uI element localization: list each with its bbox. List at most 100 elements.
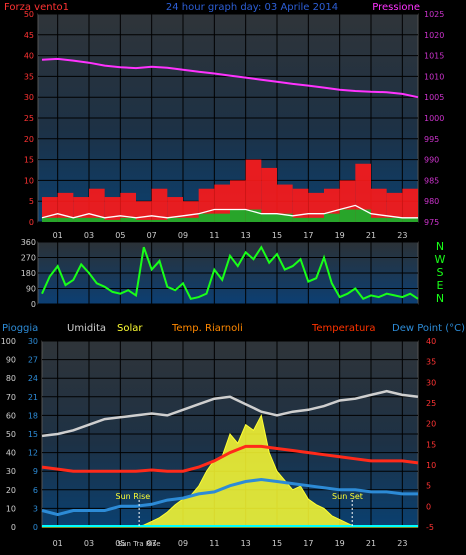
sunrise-label: Sun Rise (116, 492, 151, 501)
gust-bar (371, 217, 387, 222)
gust-bar (230, 209, 246, 222)
panel-temp-hum-grid (42, 340, 418, 528)
suntrarise-label: Sun Tra Rise (118, 540, 161, 548)
wind-x-tick-label: 05 (115, 231, 125, 240)
temperature-tick-label: 40 (426, 337, 436, 346)
rain-tick-label: 30 (28, 337, 38, 346)
wind-x-tick-label: 13 (241, 231, 251, 240)
pressure-line (41, 57, 419, 99)
direction-line (41, 245, 419, 301)
wind-x-tick-label: 15 (272, 231, 282, 240)
temperature-tick-label: 35 (426, 358, 436, 367)
wind-x-tick-label: 09 (178, 231, 188, 240)
wind-bar (104, 197, 121, 222)
gust-bar (73, 217, 89, 222)
wind-avg-line (41, 204, 418, 219)
gust-bar (386, 217, 403, 222)
temp-x-tick-label: 23 (397, 539, 407, 548)
wind-tick-label: 40 (24, 52, 34, 61)
pressure-tick-label: 975 (424, 218, 439, 227)
wind-tick-label: 45 (24, 31, 34, 40)
temperature-label: Temperatura (311, 323, 376, 334)
wind-x-tick-label: 01 (53, 231, 63, 240)
humidity-label: Umidita (67, 323, 106, 334)
gust-bar (214, 213, 230, 222)
rain-tick-label: 12 (28, 449, 38, 458)
rain-tick-label: 3 (33, 504, 38, 513)
wind-x-tick-label: 21 (366, 231, 376, 240)
wind-x-tick-label: 11 (209, 231, 219, 240)
wind-tick-label: 20 (24, 135, 34, 144)
pressure-tick-label: 980 (424, 197, 439, 206)
wind-axis-label: Forza vento1 (4, 2, 69, 13)
temp-x-tick-label: 21 (366, 539, 376, 548)
rain-axis-ticks: 0 3 6 9 12 15 18 21 24 27 30 (28, 337, 38, 532)
humidity-tick-label: 30 (6, 467, 16, 476)
pressure-axis-label: Pressione (372, 2, 420, 13)
wind-x-tick-label: 23 (397, 231, 407, 240)
temp-x-tick-label: 19 (335, 539, 345, 548)
wind-bar (214, 184, 230, 222)
humidity-tick-label: 60 (6, 411, 16, 420)
wind-bar (245, 159, 262, 222)
temperature-tick-label: -5 (426, 523, 434, 532)
panel-direction-grid (38, 241, 418, 305)
gust-bar (339, 209, 356, 222)
gust-bar (136, 219, 152, 222)
humidity-tick-label: 90 (6, 356, 16, 365)
gust-bar (42, 217, 58, 222)
compass-letter: W (435, 253, 446, 266)
temp-x-tick-label: 13 (241, 539, 251, 548)
wind-bar (183, 201, 199, 222)
gust-bar (151, 219, 168, 222)
wind-bar (136, 201, 152, 222)
solar-label: Solar (117, 323, 143, 334)
temperature-tick-label: 25 (426, 399, 436, 408)
wind-bar (371, 188, 387, 222)
direction-tick-label: 0 (31, 300, 36, 309)
solar-area (42, 413, 418, 528)
humidity-tick-label: 10 (6, 504, 16, 513)
wind-bar (261, 167, 277, 222)
wind-bar (73, 197, 89, 222)
temp-x-tick-label: 09 (178, 539, 188, 548)
wind-axis-ticks: 0 5 10 15 20 25 30 35 40 45 50 (24, 10, 34, 227)
wind-tick-label: 50 (24, 10, 34, 19)
temperature-tick-label: 5 (426, 482, 431, 491)
panel-temp-x-ticks: 01 03 05 07 09 11 13 15 17 19 21 23 (53, 539, 408, 548)
temp-x-tick-label: 17 (303, 539, 313, 548)
rain-label: Pioggia (2, 323, 38, 334)
wind-bar (89, 188, 105, 222)
wind-tick-label: 30 (24, 93, 34, 102)
wind-tick-label: 25 (24, 114, 34, 123)
humidity-tick-label: 50 (6, 430, 16, 439)
temp-x-tick-label: 11 (209, 539, 219, 548)
humidity-tick-label: 40 (6, 449, 16, 458)
chart-title: 24 hour graph day: 03 Aprile 2014 (166, 2, 338, 13)
gust-bar (57, 217, 74, 222)
temp-x-tick-label: 07 (147, 539, 157, 548)
wind-tick-label: 10 (24, 176, 34, 185)
pressure-tick-label: 1015 (424, 52, 444, 61)
humidity-tick-label: 20 (6, 486, 16, 495)
compass-letter: N (436, 240, 444, 253)
wind-x-tick-label: 07 (147, 231, 157, 240)
panel-temp-hum-series (41, 389, 419, 528)
temperature-tick-label: 30 (426, 378, 436, 387)
wind-x-tick-label: 17 (303, 231, 313, 240)
pressure-tick-label: 1025 (424, 10, 444, 19)
temperature-tick-label: 15 (426, 440, 436, 449)
gust-bar (89, 217, 105, 222)
rain-tick-label: 24 (28, 374, 38, 383)
pressure-axis-ticks: 975 980 985 990 995 1000 1005 1010 1015 1020 1025 (424, 10, 444, 227)
wind-tick-label: 35 (24, 72, 34, 81)
temperature-axis-ticks: -5 0 5 10 15 20 25 30 35 40 (426, 337, 436, 532)
rain-tick-label: 18 (28, 411, 38, 420)
wind-bar (120, 192, 136, 222)
temperature-tick-label: 10 (426, 461, 436, 470)
dewpoint-line (41, 477, 418, 517)
pressure-tick-label: 1020 (424, 31, 444, 40)
dewpoint-label: Dew Point (°C) (392, 323, 465, 334)
